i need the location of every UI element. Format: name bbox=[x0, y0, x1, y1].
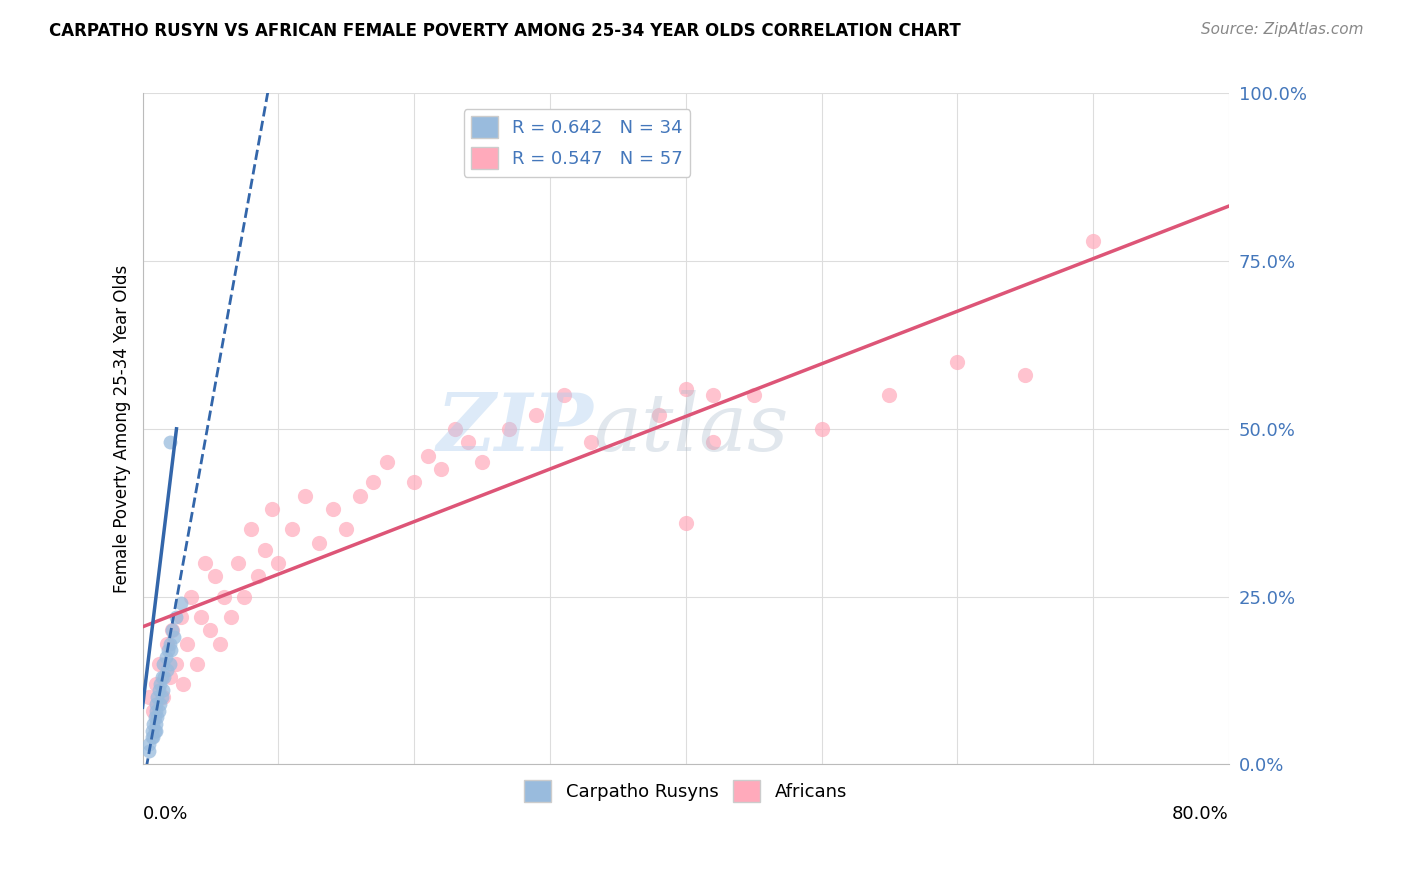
Text: CARPATHO RUSYN VS AFRICAN FEMALE POVERTY AMONG 25-34 YEAR OLDS CORRELATION CHART: CARPATHO RUSYN VS AFRICAN FEMALE POVERTY… bbox=[49, 22, 960, 40]
Point bbox=[156, 664, 179, 678]
Point bbox=[212, 590, 235, 604]
Point bbox=[146, 690, 169, 705]
Point bbox=[149, 677, 172, 691]
Point bbox=[143, 710, 166, 724]
Point bbox=[335, 523, 357, 537]
Point bbox=[157, 643, 180, 657]
Point bbox=[159, 657, 181, 671]
Point bbox=[169, 609, 191, 624]
Point bbox=[322, 502, 344, 516]
Point bbox=[281, 523, 304, 537]
Point bbox=[155, 649, 177, 664]
Point bbox=[142, 717, 165, 731]
Point bbox=[169, 596, 191, 610]
Point bbox=[226, 556, 249, 570]
Point bbox=[946, 355, 969, 369]
Point bbox=[159, 636, 181, 650]
Point bbox=[148, 657, 170, 671]
Point bbox=[702, 435, 724, 450]
Point bbox=[152, 690, 174, 705]
Point bbox=[141, 723, 163, 738]
Point bbox=[260, 502, 283, 516]
Point bbox=[404, 475, 426, 490]
Point bbox=[430, 462, 453, 476]
Point bbox=[145, 704, 167, 718]
Point bbox=[160, 643, 183, 657]
Point bbox=[349, 489, 371, 503]
Point bbox=[675, 516, 697, 530]
Point bbox=[146, 710, 169, 724]
Point bbox=[579, 435, 602, 450]
Legend: Carpatho Rusyns, Africans: Carpatho Rusyns, Africans bbox=[517, 772, 855, 809]
Point bbox=[180, 590, 202, 604]
Point bbox=[253, 542, 276, 557]
Point bbox=[444, 422, 467, 436]
Text: ZIP: ZIP bbox=[436, 390, 593, 467]
Point bbox=[246, 569, 269, 583]
Point bbox=[457, 435, 479, 450]
Point bbox=[162, 623, 184, 637]
Y-axis label: Female Poverty Among 25-34 Year Olds: Female Poverty Among 25-34 Year Olds bbox=[114, 265, 131, 593]
Text: atlas: atlas bbox=[593, 390, 789, 467]
Point bbox=[148, 704, 170, 718]
Point bbox=[156, 636, 179, 650]
Point bbox=[152, 657, 174, 671]
Point bbox=[163, 630, 186, 644]
Point bbox=[150, 670, 173, 684]
Point bbox=[675, 382, 697, 396]
Point bbox=[166, 657, 188, 671]
Point bbox=[190, 609, 212, 624]
Point bbox=[153, 670, 176, 684]
Point bbox=[879, 388, 901, 402]
Point bbox=[159, 435, 181, 450]
Point bbox=[219, 609, 242, 624]
Point bbox=[143, 723, 166, 738]
Point bbox=[647, 409, 669, 423]
Point bbox=[208, 636, 231, 650]
Point bbox=[308, 536, 330, 550]
Point bbox=[186, 657, 208, 671]
Point bbox=[145, 677, 167, 691]
Point bbox=[498, 422, 520, 436]
Point bbox=[145, 723, 167, 738]
Text: 0.0%: 0.0% bbox=[142, 805, 188, 822]
Point bbox=[553, 388, 575, 402]
Point bbox=[742, 388, 765, 402]
Point bbox=[1014, 368, 1036, 383]
Point bbox=[149, 697, 172, 711]
Point bbox=[145, 697, 167, 711]
Point bbox=[267, 556, 290, 570]
Point bbox=[194, 556, 217, 570]
Point bbox=[810, 422, 832, 436]
Point bbox=[145, 717, 167, 731]
Point bbox=[702, 388, 724, 402]
Point bbox=[150, 690, 173, 705]
Point bbox=[1081, 234, 1104, 248]
Point bbox=[142, 704, 165, 718]
Point bbox=[172, 677, 194, 691]
Point bbox=[159, 670, 181, 684]
Text: 80.0%: 80.0% bbox=[1173, 805, 1229, 822]
Point bbox=[375, 455, 398, 469]
Point bbox=[176, 636, 198, 650]
Point bbox=[233, 590, 256, 604]
Point bbox=[142, 731, 165, 745]
Point bbox=[138, 737, 160, 751]
Point bbox=[148, 683, 170, 698]
Point bbox=[152, 683, 174, 698]
Point bbox=[166, 609, 188, 624]
Point bbox=[162, 623, 184, 637]
Point bbox=[138, 744, 160, 758]
Point bbox=[204, 569, 226, 583]
Point bbox=[471, 455, 494, 469]
Point bbox=[141, 731, 163, 745]
Point bbox=[363, 475, 385, 490]
Text: Source: ZipAtlas.com: Source: ZipAtlas.com bbox=[1201, 22, 1364, 37]
Point bbox=[416, 449, 439, 463]
Point bbox=[294, 489, 316, 503]
Point bbox=[524, 409, 547, 423]
Point bbox=[200, 623, 222, 637]
Point bbox=[240, 523, 263, 537]
Point bbox=[138, 690, 160, 705]
